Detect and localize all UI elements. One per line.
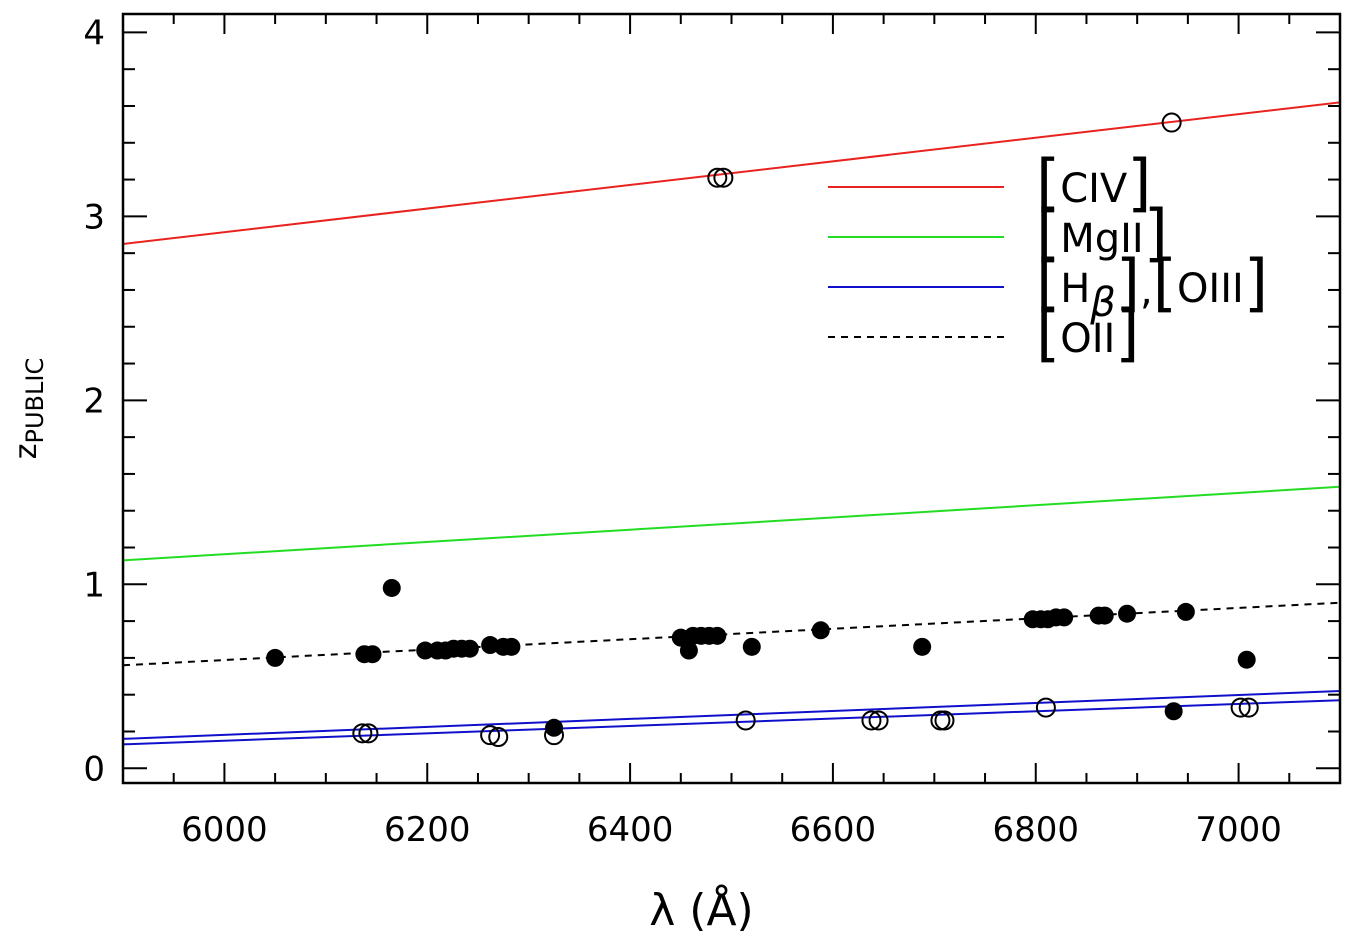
filled-point-30: [1176, 602, 1195, 621]
filled-point-9: [460, 639, 479, 658]
legend-text: H: [1060, 266, 1090, 312]
filled-point-33: [545, 718, 564, 737]
filled-point-31: [1164, 702, 1183, 721]
x-tick-label: 6400: [587, 810, 674, 850]
open-point-10: [868, 710, 889, 731]
legend-bracket-open: [: [1036, 246, 1060, 319]
filled-point-0: [266, 648, 285, 667]
open-point-5: [480, 725, 501, 746]
filled-point-2: [363, 645, 382, 664]
y-axis-label-main: z: [9, 443, 44, 459]
x-tick-label: 6600: [790, 810, 877, 850]
x-tick-label: 6000: [181, 810, 268, 850]
open-point-15: [1238, 697, 1259, 718]
legend-text: OII: [1060, 316, 1115, 362]
legend-bracket-close: ]: [1144, 196, 1168, 269]
filled-point-14: [679, 641, 698, 660]
open-point-3: [352, 723, 373, 744]
y-tick-label: 0: [83, 749, 105, 789]
filled-point-19: [742, 637, 761, 656]
filled-point-28: [1095, 606, 1114, 625]
series-line-4: [123, 601, 1340, 667]
legend-comma: ,: [1140, 268, 1153, 314]
filled-point-12: [502, 637, 521, 656]
open-point-14: [1230, 697, 1251, 718]
legend-text: OIII: [1177, 266, 1244, 312]
open-point-2: [1161, 112, 1182, 133]
legend-label-3: [OII]: [1036, 296, 1139, 369]
y-axis-label-subscript: PUBLIC: [21, 358, 49, 444]
legend-bracket-close: ]: [1116, 246, 1140, 319]
open-point-13: [1035, 697, 1056, 718]
open-point-7: [544, 725, 565, 746]
series-line-2: [123, 690, 1340, 740]
open-point-9: [861, 710, 882, 731]
legend-bracket-open: [: [1036, 146, 1060, 219]
filled-point-32: [1237, 650, 1256, 669]
open-point-1: [713, 167, 734, 188]
y-tick-label: 1: [83, 565, 105, 605]
x-tick-label: 6200: [384, 810, 471, 850]
legend-label-2: [Hβ],[OIII]: [1036, 246, 1268, 326]
legend-label-1: [MgII]: [1036, 196, 1168, 269]
series-line-1: [123, 485, 1340, 562]
filled-point-26: [1055, 608, 1074, 627]
y-tick-label: 2: [83, 381, 105, 421]
filled-point-21: [913, 637, 932, 656]
open-point-4: [358, 723, 379, 744]
filled-point-18: [708, 626, 727, 645]
plot-frame: [121, 12, 1342, 785]
open-point-0: [707, 167, 728, 188]
legend-bracket-open: [: [1153, 246, 1177, 319]
legend-bracket-open: [: [1036, 196, 1060, 269]
x-tick-label: 6800: [992, 810, 1079, 850]
open-point-8: [735, 710, 756, 731]
legend-text: CIV: [1060, 166, 1128, 212]
y-tick-label: 3: [83, 197, 105, 237]
legend-bracket-open: [: [1036, 296, 1060, 369]
filled-point-20: [811, 621, 830, 640]
axis-ticks: [122, 14, 1341, 783]
filled-point-3: [382, 578, 401, 597]
filled-point-29: [1118, 604, 1137, 623]
y-tick-label: 4: [83, 13, 105, 53]
open-point-12: [934, 710, 955, 731]
legend-text: MgII: [1060, 216, 1144, 262]
x-tick-label: 7000: [1195, 810, 1282, 850]
legend-bracket-close: ]: [1127, 146, 1151, 219]
legend-bracket-close: ]: [1244, 246, 1268, 319]
legend-label-0: [CIV]: [1036, 146, 1152, 219]
series-line-3: [123, 699, 1340, 746]
legend: [CIV][MgII][Hβ],[OIII][OII]: [828, 146, 1268, 369]
data-points: [266, 112, 1259, 748]
open-point-6: [488, 727, 509, 748]
y-axis-label: zPUBLIC: [9, 358, 49, 459]
axis-tick-labels: 6000 6200 6400 6600 6800 7000 0 1 2 3 4: [83, 13, 1281, 850]
legend-subscript: β: [1089, 280, 1116, 326]
filled-point-10: [481, 636, 500, 655]
x-axis-label: λ (Å): [649, 883, 753, 936]
legend-bracket-close: ]: [1115, 296, 1139, 369]
